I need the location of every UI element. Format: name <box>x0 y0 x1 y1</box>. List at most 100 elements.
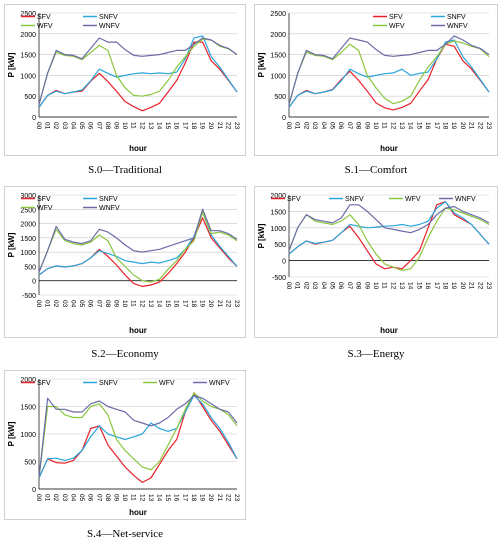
legend-entry: WNFV <box>447 23 468 30</box>
x-tick-label: 05 <box>78 300 85 308</box>
x-tick-label: 02 <box>52 300 59 308</box>
x-tick-label: 05 <box>78 122 85 130</box>
y-axis-title: P [kW] <box>257 223 266 248</box>
line-chart-s4: 0 500 1000 1500 2000 00 01 02 03 04 05 06 07 08 09 10 11… <box>7 377 240 517</box>
x-tick-label: 16 <box>424 282 431 290</box>
x-tick-label: 20 <box>459 122 466 130</box>
x-tick-label: 11 <box>381 122 388 129</box>
x-tick-label: 10 <box>372 282 379 290</box>
y-tick-label: 0 <box>282 259 286 266</box>
x-tick-label: 13 <box>398 282 405 290</box>
x-tick-label: 09 <box>363 122 370 130</box>
y-tick-label: 2000 <box>20 32 36 39</box>
y-tick-label: 1500 <box>20 236 36 243</box>
y-tick-label: 500 <box>24 264 36 271</box>
legend-entry: WFV <box>159 380 175 387</box>
x-tick-label: 22 <box>224 122 231 130</box>
x-tick-label: 15 <box>164 300 171 308</box>
y-tick-label: 1500 <box>270 53 286 60</box>
x-tick-label: 03 <box>311 122 318 130</box>
x-tick-label: 11 <box>130 494 137 501</box>
y-tick-label: 3000 <box>20 193 36 200</box>
x-tick-label: 04 <box>69 494 76 502</box>
x-tick-label: 22 <box>224 494 231 502</box>
series-line-snfv <box>288 39 490 108</box>
x-tick-label: 10 <box>121 300 128 308</box>
x-tick-label: 07 <box>95 122 102 130</box>
x-tick-label: 23 <box>233 300 240 308</box>
series-line-wnfv <box>38 208 238 273</box>
y-tick-label: 1000 <box>20 432 36 439</box>
x-tick-label: 22 <box>476 282 483 290</box>
x-tick-label: 00 <box>285 282 292 290</box>
series-line-wnfv <box>38 394 238 479</box>
legend-entry: WNFV <box>99 23 120 30</box>
legend-entry: SNFV <box>345 196 364 203</box>
x-tick-label: 15 <box>415 122 422 130</box>
x-tick-label: 05 <box>328 282 335 290</box>
y-tick-label: 0 <box>32 487 36 494</box>
y-tick-label: 0 <box>32 279 36 286</box>
chart-panel-s4: 0 500 1000 1500 2000 00 01 02 03 04 05 06 07 08 09 10 11… <box>4 370 246 520</box>
x-tick-label: 02 <box>302 122 309 130</box>
x-tick-label: 12 <box>389 282 396 290</box>
x-axis-title: hour <box>380 144 398 153</box>
y-tick-label: 0 <box>32 115 36 122</box>
x-axis-title: hour <box>380 326 398 335</box>
x-tick-label: 17 <box>181 300 188 308</box>
y-tick-label: 1000 <box>20 250 36 257</box>
line-chart-s0: 0 500 1000 1500 2000 2500 00 01 02 03 04 05 06 07 08 09… <box>7 11 240 153</box>
x-tick-label: 05 <box>328 122 335 130</box>
x-tick-label: 07 <box>346 282 353 290</box>
x-tick-label: 23 <box>233 122 240 130</box>
x-tick-label: 18 <box>442 282 449 290</box>
x-tick-label: 03 <box>61 494 68 502</box>
series-line-wnfv <box>38 37 238 105</box>
x-tick-label: 12 <box>138 122 145 130</box>
x-tick-label: 21 <box>216 122 223 130</box>
legend-entry: SNFV <box>99 196 118 203</box>
y-tick-label: 2500 <box>20 11 36 18</box>
x-tick-label: 03 <box>61 122 68 130</box>
x-tick-label: 01 <box>44 494 51 502</box>
x-tick-label: 13 <box>147 122 154 130</box>
x-tick-label: 02 <box>302 282 309 290</box>
x-tick-label: 19 <box>199 300 206 308</box>
x-axis-title: hour <box>129 326 147 335</box>
chart-caption-s0: S.0—Traditional <box>88 164 162 176</box>
x-tick-label: 16 <box>173 300 180 308</box>
x-tick-label: 19 <box>199 494 206 502</box>
series-line-sfv <box>288 43 490 111</box>
x-tick-label: 17 <box>181 494 188 502</box>
series-line-wfv <box>38 38 238 105</box>
legend-entry: SFV <box>287 196 301 203</box>
x-tick-label: 02 <box>52 122 59 130</box>
x-tick-label: 01 <box>294 122 301 130</box>
x-tick-label: 14 <box>407 122 414 130</box>
series-line-snfv <box>38 35 238 108</box>
x-tick-label: 10 <box>121 122 128 130</box>
x-tick-label: 14 <box>156 122 163 130</box>
x-tick-label: 06 <box>87 300 94 308</box>
x-tick-label: 08 <box>355 122 362 130</box>
line-chart-s1: 0 500 1000 1500 2000 2500 00 01 02 03 04 05 06 07 08 09… <box>257 11 492 153</box>
y-tick-label: 2000 <box>270 193 286 200</box>
x-tick-label: 19 <box>450 122 457 130</box>
y-tick-label: 2000 <box>20 222 36 229</box>
y-axis-title: P [kW] <box>7 421 16 446</box>
x-tick-label: 16 <box>173 494 180 502</box>
x-tick-label: 19 <box>450 282 457 290</box>
y-tick-label: 2000 <box>270 32 286 39</box>
y-tick-label: 1500 <box>20 53 36 60</box>
chart-panel-s1: 0 500 1000 1500 2000 2500 00 01 02 03 04 05 06 07 08 09… <box>254 4 498 156</box>
y-tick-label: 500 <box>274 242 286 249</box>
x-tick-label: 15 <box>164 122 171 130</box>
x-tick-label: 17 <box>433 282 440 290</box>
x-tick-label: 08 <box>355 282 362 290</box>
chart-panel-s2: -500 0 500 1000 1500 2000 2500 3000 00 01 02 03 04 05… <box>4 186 246 338</box>
x-tick-label: 07 <box>95 300 102 308</box>
y-axis-title: P [kW] <box>7 232 16 257</box>
x-tick-label: 17 <box>181 122 188 130</box>
y-tick-label: 2500 <box>270 11 286 18</box>
legend-entry: WNFV <box>455 196 476 203</box>
